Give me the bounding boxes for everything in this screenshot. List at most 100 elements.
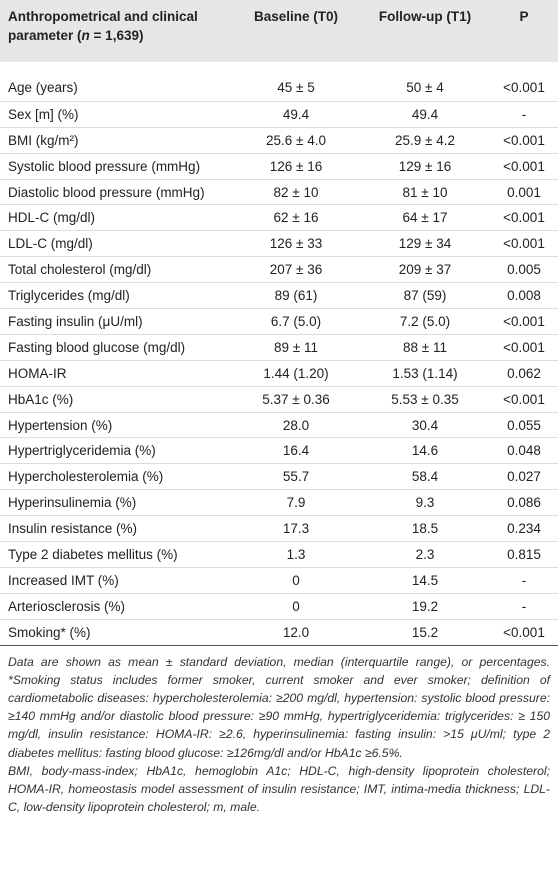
table-row: Sex [m] (%) 49.4 49.4 - xyxy=(0,100,558,127)
cell: 0.062 xyxy=(507,365,541,381)
cell: 49.4 xyxy=(411,106,439,122)
cell: 0.001 xyxy=(507,184,541,200)
note: BMI, body-mass-index; HbA1c, hemoglobin … xyxy=(8,763,550,815)
cell: Increased IMT (%) xyxy=(8,572,119,588)
table-row: Type 2 diabetes mellitus (%) 1.3 2.3 0.815 xyxy=(0,541,558,567)
cell: Systolic blood pressure (mmHg) xyxy=(8,158,201,174)
cell: <0.001 xyxy=(503,624,545,640)
table-row: LDL-C (mg/dl) 126 ± 33 129 ± 34 <0.001 xyxy=(0,230,558,256)
cell: Sex [m] (%) xyxy=(8,106,79,122)
cell: 209 ± 37 xyxy=(398,262,452,278)
cell: 18.5 xyxy=(411,521,439,537)
cell: 0.055 xyxy=(507,417,541,433)
table-row: Hypercholesterolemia (%) 55.7 58.4 0.027 xyxy=(0,463,558,489)
cell: 58.4 xyxy=(411,469,439,485)
cell: 5.37 ± 0.36 xyxy=(262,391,330,407)
cell: Hypertension (%) xyxy=(8,417,113,433)
cell: 49.4 xyxy=(282,106,310,122)
cell: 16.4 xyxy=(282,443,310,459)
cell: 0 xyxy=(292,572,300,588)
cell: 81 ± 10 xyxy=(402,184,448,200)
cell: 89 ± 11 xyxy=(274,339,318,355)
cell: HDL-C (mg/dl) xyxy=(8,210,96,226)
cell: 0.815 xyxy=(507,547,541,563)
cell: Total cholesterol (mg/dl) xyxy=(8,262,152,278)
table-row: Total cholesterol (mg/dl) 207 ± 36 209 ± 3… xyxy=(0,256,558,282)
cell: 14.5 xyxy=(411,572,439,588)
header-text: = 1,639) xyxy=(89,28,144,43)
cell: <0.001 xyxy=(503,210,545,226)
cell: <0.001 xyxy=(503,132,545,148)
cell: 82 ± 10 xyxy=(273,184,319,200)
cell: Hypercholesterolemia (%) xyxy=(8,469,164,485)
cell: - xyxy=(521,598,527,614)
cell: <0.001 xyxy=(503,314,545,330)
cell: 0.008 xyxy=(507,288,541,304)
table-row: Hyperinsulinemia (%) 7.9 9.3 0.086 xyxy=(0,489,558,515)
table-row: Hypertension (%) 28.0 30.4 0.055 xyxy=(0,411,558,438)
table-row: Fasting blood glucose (mg/dl) 89 ± 11 88 ±… xyxy=(0,333,558,360)
cell: 89 (61) xyxy=(274,288,318,304)
cell: 1.53 (1.14) xyxy=(392,365,458,381)
footnotes: Data are shown as mean ± standard deviat… xyxy=(0,646,558,817)
table-row: BMI (kg/m²) 25.6 ± 4.0 25.9 ± 4.2 <0.001 xyxy=(0,126,558,153)
cell: Diastolic blood pressure (mmHg) xyxy=(8,184,205,200)
table-row: Diastolic blood pressure (mmHg) 82 ± 10 81… xyxy=(0,178,558,205)
table-row: Increased IMT (%) 0 14.5 - xyxy=(0,566,558,593)
cell: 25.6 ± 4.0 xyxy=(266,132,326,148)
cell: 6.7 (5.0) xyxy=(270,314,322,330)
cell: <0.001 xyxy=(503,391,545,407)
cell: 126 ± 33 xyxy=(269,236,323,252)
cell: 126 ± 16 xyxy=(269,158,323,174)
cell: LDL-C (mg/dl) xyxy=(8,236,93,252)
cell: 50 ± 4 xyxy=(406,80,444,95)
cell: - xyxy=(521,572,527,588)
cell: 2.3 xyxy=(415,547,435,563)
header-text: n xyxy=(81,28,90,43)
cell: 28.0 xyxy=(282,417,310,433)
header-cell: Anthropometrical and clinical parameter … xyxy=(0,0,232,62)
cell: 87 (59) xyxy=(403,288,447,304)
cell: Fasting blood glucose (mg/dl) xyxy=(8,339,186,355)
table-row: Fasting insulin (μU/ml) 6.7 (5.0) 7.2 (5.0… xyxy=(0,308,558,334)
cell: 30.4 xyxy=(411,417,439,433)
cell: Insulin resistance (%) xyxy=(8,521,138,537)
cell: Hypertriglyceridemia (%) xyxy=(8,443,156,459)
cell: 45 ± 5 xyxy=(277,80,315,95)
cell: 1.3 xyxy=(286,547,306,563)
cell: 5.53 ± 0.35 xyxy=(391,391,459,407)
header-cell: Baseline (T0) xyxy=(253,9,339,24)
table-row: Smoking* (%) 12.0 15.2 <0.001 xyxy=(0,618,558,645)
cell: 19.2 xyxy=(411,598,439,614)
table-row: HOMA-IR 1.44 (1.20) 1.53 (1.14) 0.062 xyxy=(0,359,558,386)
cell: Age (years) xyxy=(8,80,78,95)
header-row: Anthropometrical and clinical parameter … xyxy=(0,0,558,62)
cell: 1.44 (1.20) xyxy=(263,365,329,381)
cell: 9.3 xyxy=(415,495,435,511)
cell: Hyperinsulinemia (%) xyxy=(8,495,137,511)
cell: Fasting insulin (μU/ml) xyxy=(8,314,143,330)
cell: 7.9 xyxy=(286,495,306,511)
cell: 64 ± 17 xyxy=(402,210,448,226)
table-body: Age (years) 45 ± 5 50 ± 4 <0.001 Sex [m] (%)… xyxy=(0,75,558,646)
cell: Smoking* (%) xyxy=(8,624,91,640)
cell: <0.001 xyxy=(503,158,545,174)
cell: 7.2 (5.0) xyxy=(399,314,451,330)
cell: <0.001 xyxy=(503,80,545,95)
cell: 12.0 xyxy=(282,624,310,640)
table-row: Age (years) 45 ± 5 50 ± 4 <0.001 xyxy=(0,75,558,101)
cell: Arteriosclerosis (%) xyxy=(8,598,126,614)
table-row: Arteriosclerosis (%) 0 19.2 - xyxy=(0,592,558,619)
cell: 0.027 xyxy=(507,469,541,485)
cell: 129 ± 34 xyxy=(398,236,452,252)
cell: 17.3 xyxy=(282,521,310,537)
cell: 129 ± 16 xyxy=(398,158,452,174)
note: Data are shown as mean ± standard deviat… xyxy=(8,654,550,760)
header-text: Anthropometrical and clinical parameter … xyxy=(8,9,198,43)
cell: 14.6 xyxy=(411,443,439,459)
table-row: Triglycerides (mg/dl) 89 (61) 87 (59) 0.008 xyxy=(0,282,558,308)
cell: 55.7 xyxy=(282,469,310,485)
cell: 88 ± 11 xyxy=(403,339,447,355)
cell: 0 xyxy=(292,598,300,614)
